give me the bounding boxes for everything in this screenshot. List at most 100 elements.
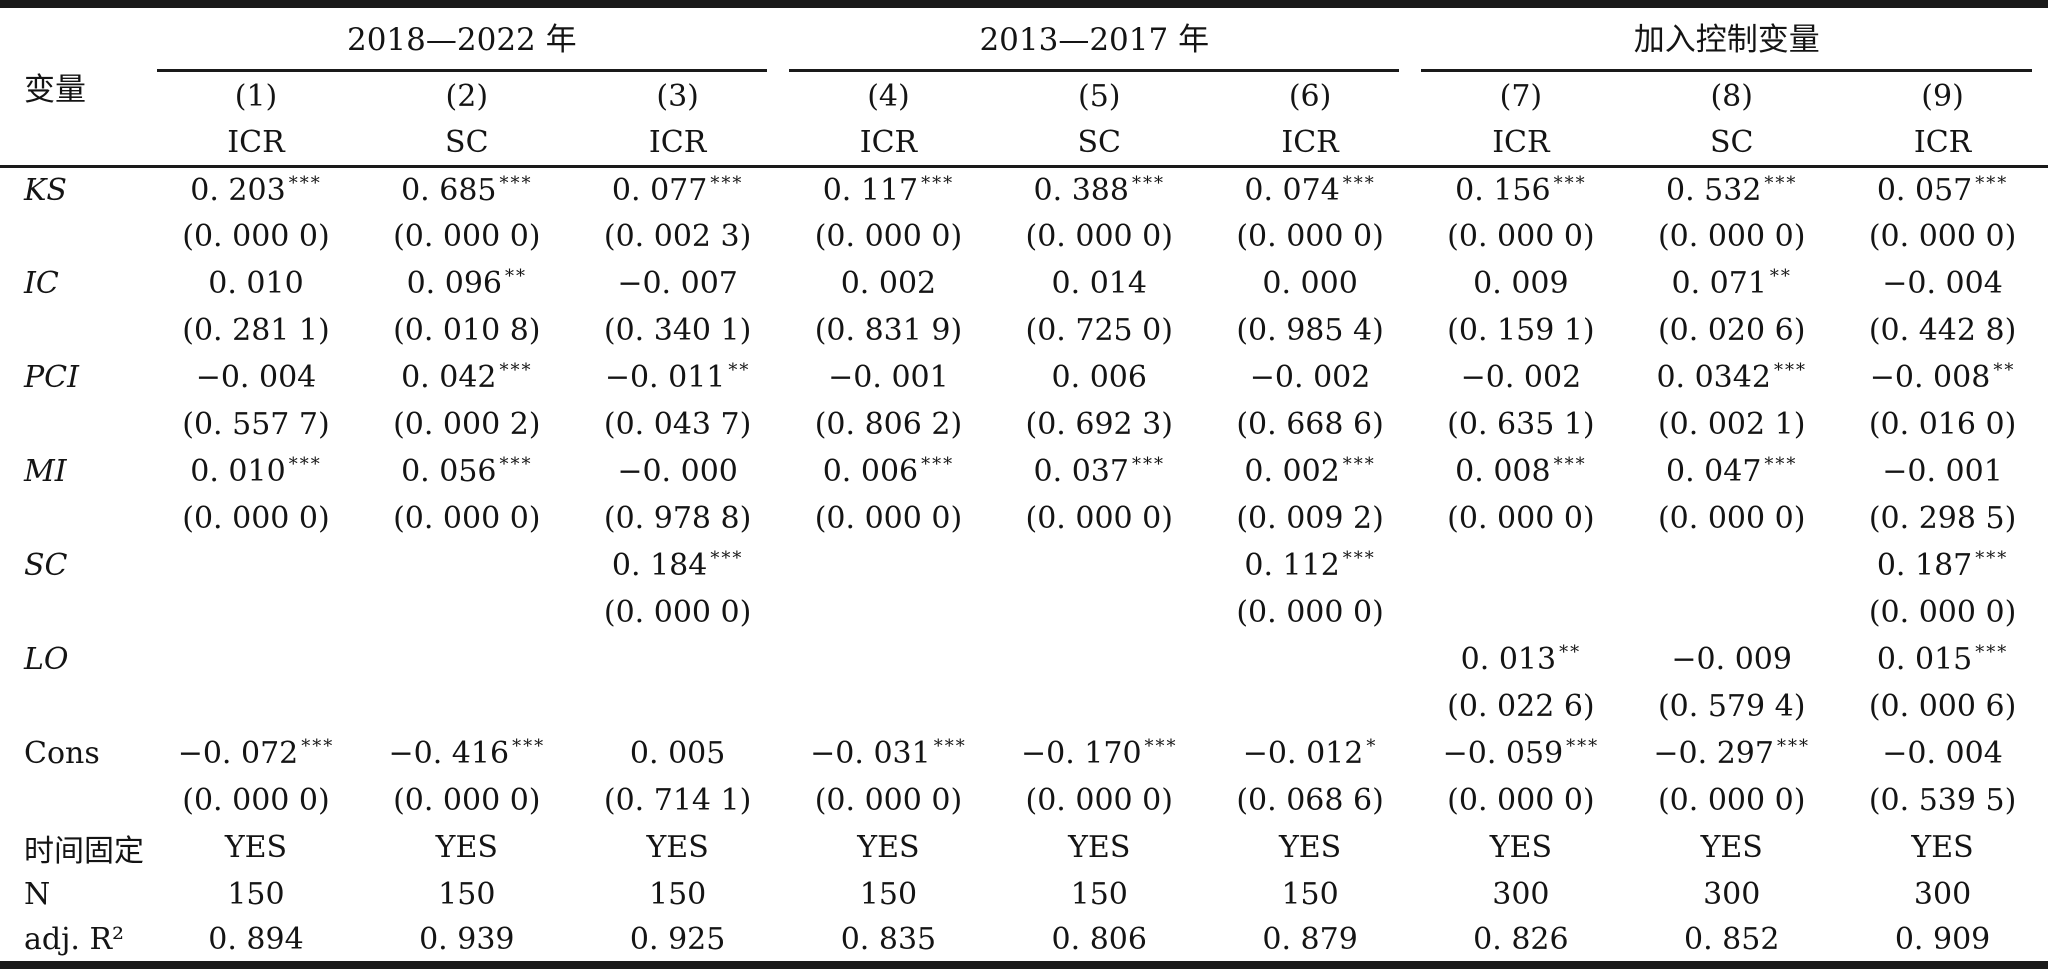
pvalue-cell: (0. 635 1) — [1447, 407, 1595, 442]
group-2013-2017-label: 2013—2017 年 — [789, 8, 1400, 72]
col-number-2: (2) — [445, 78, 489, 114]
coef-row-SC: SC 0. 184 *** 0. 112 *** 0. 187 *** — [0, 542, 2048, 589]
significance-stars: * — [1366, 736, 1378, 757]
coef-value: −0. 001 — [828, 360, 949, 395]
col-number-7: (7) — [1499, 78, 1543, 114]
coef-cell — [1205, 636, 1416, 683]
footer-value-cell: YES — [646, 830, 709, 865]
pvalue-row-Cons: (0. 000 0) (0. 000 0) (0. 714 1) (0. 000 0)… — [0, 777, 2048, 824]
coef-value: 0. 002 — [840, 266, 937, 301]
coef-cell — [1415, 542, 1626, 589]
row-label-LO: LO — [24, 642, 69, 677]
significance-stars: *** — [1764, 172, 1798, 194]
footer-value-cell: 0. 852 — [1683, 922, 1780, 957]
pvalue-cell: (0. 000 0) — [182, 501, 330, 536]
coef-cell — [361, 636, 572, 683]
pvalue-row-LO: (0. 022 6) (0. 579 4) (0. 000 6) — [0, 683, 2048, 730]
footer-value-cell: YES — [224, 830, 288, 865]
pvalue-cell: (0. 159 1) — [1447, 313, 1595, 348]
coef-value: 0. 532 — [1665, 172, 1762, 208]
col-model-7: ICR — [1415, 120, 1627, 168]
pvalue-cell: (0. 000 0) — [1025, 783, 1173, 818]
coef-cell: 0. 002 *** — [1205, 448, 1416, 495]
coef-cell: 0. 203 *** — [151, 166, 362, 213]
coef-value: 0. 057 — [1876, 172, 1973, 208]
coef-cell: 0. 077 *** — [572, 166, 783, 213]
col-model-9: ICR — [1837, 120, 2048, 168]
row-label-spacer — [0, 777, 151, 824]
pvalue-row-MI: (0. 000 0) (0. 000 0) (0. 978 8) (0. 000 0)… — [0, 495, 2048, 542]
column-model-row: ICR SC ICR ICR SC ICR ICR SC ICR — [0, 120, 2048, 168]
footer-value-cell: 150 — [227, 877, 285, 912]
corner-variable-label: 变量 — [0, 4, 151, 168]
coef-cell: 0. 006 — [994, 354, 1205, 401]
col-number-9: (9) — [1921, 78, 1964, 114]
col-model-6: ICR — [1204, 120, 1416, 168]
pvalue-cell: (0. 022 6) — [1447, 689, 1595, 724]
pvalue-cell: (0. 000 0) — [814, 219, 963, 254]
footer-value-cell: 150 — [1281, 877, 1339, 912]
pvalue-cell — [783, 589, 994, 636]
pvalue-cell: (0. 000 0) — [182, 783, 330, 818]
table-body: KS 0. 203 *** 0. 685 *** 0. 077 *** 0. 117 *** 0.… — [0, 166, 2048, 965]
significance-stars: *** — [933, 736, 967, 757]
pvalue-cell: (0. 000 0) — [603, 595, 752, 630]
footer-value-cell: YES — [1489, 830, 1553, 865]
coef-cell: 0. 006 *** — [783, 448, 994, 495]
pvalue-cell: (0. 020 6) — [1657, 313, 1806, 348]
pvalue-cell — [1415, 589, 1626, 636]
row-label-PCI: PCI — [24, 360, 79, 395]
pvalue-cell: (0. 000 0) — [393, 219, 541, 254]
pvalue-cell: (0. 000 0) — [1025, 501, 1173, 536]
pvalue-cell: (0. 668 6) — [1236, 407, 1384, 442]
coef-cell: −0. 008 ** — [1837, 354, 2048, 401]
coef-value: 0. 037 — [1033, 454, 1129, 489]
col-number-5: (5) — [1078, 78, 1121, 114]
coef-value: 0. 014 — [1051, 266, 1147, 301]
footer-value-cell: 150 — [859, 877, 918, 912]
coef-value: 0. 010 — [208, 266, 304, 301]
coef-cell: 0. 013 ** — [1415, 636, 1626, 683]
footer-value-cell: 0. 939 — [419, 922, 515, 957]
col-model-3: ICR — [572, 120, 784, 168]
coef-cell: −0. 004 — [151, 354, 362, 401]
coef-value: −0. 059 — [1442, 736, 1564, 771]
coef-row-IC: IC 0. 010 0. 096 ** −0. 007 0. 002 0. 014 0. 00… — [0, 260, 2048, 307]
significance-stars: *** — [921, 172, 955, 194]
coef-cell — [572, 636, 783, 683]
significance-stars: *** — [288, 454, 322, 475]
coef-cell: −0. 031 *** — [783, 730, 994, 777]
pvalue-cell: (0. 000 0) — [1868, 595, 2017, 630]
coef-cell: 0. 096 ** — [361, 260, 572, 307]
coef-value: 0. 071 — [1671, 266, 1767, 301]
footer-value-cell: 0. 826 — [1473, 922, 1569, 957]
footer-row-adj. R²: adj. R² 0. 894 0. 939 0. 925 0. 835 0. 806 0. … — [0, 918, 2048, 965]
coef-cell: 0. 008 *** — [1415, 448, 1626, 495]
pvalue-cell: (0. 000 0) — [1657, 783, 1806, 818]
footer-row-时间固定: 时间固定 YES YES YES YES YES YES YES YES YES — [0, 824, 2048, 871]
footer-row-N: N 150 150 150 150 150 150 300 300 300 — [0, 871, 2048, 918]
coef-cell — [783, 542, 994, 589]
coef-cell: 0. 112 *** — [1205, 542, 1416, 589]
pvalue-row-KS: (0. 000 0) (0. 000 0) (0. 002 3) (0. 000 0)… — [0, 213, 2048, 260]
coef-cell: 0. 009 — [1415, 260, 1626, 307]
significance-stars: *** — [1776, 736, 1810, 757]
coef-cell: 0. 074 *** — [1205, 166, 1416, 213]
coef-value: 0. 006 — [822, 454, 919, 489]
pvalue-cell: (0. 000 0) — [393, 783, 541, 818]
pvalue-cell: (0. 000 6) — [1868, 689, 2017, 724]
coef-value: 0. 077 — [611, 172, 708, 208]
group-controls-added: 加入控制变量 — [1415, 4, 2048, 72]
coef-value: −0. 012 — [1242, 736, 1364, 771]
coef-value: −0. 008 — [1869, 360, 1991, 395]
footer-label: 时间固定 — [24, 833, 144, 869]
pvalue-row-IC: (0. 281 1) (0. 010 8) (0. 340 1) (0. 831 9)… — [0, 307, 2048, 354]
coef-cell — [994, 636, 1205, 683]
footer-value-cell: YES — [1700, 830, 1763, 865]
coef-value: 0. 008 — [1455, 454, 1551, 489]
col-number-6: (6) — [1288, 78, 1332, 114]
coef-cell — [361, 542, 572, 589]
coef-value: −0. 007 — [617, 266, 738, 301]
footer-label: adj. R² — [24, 922, 125, 957]
footer-value-cell: 150 — [1070, 877, 1128, 912]
